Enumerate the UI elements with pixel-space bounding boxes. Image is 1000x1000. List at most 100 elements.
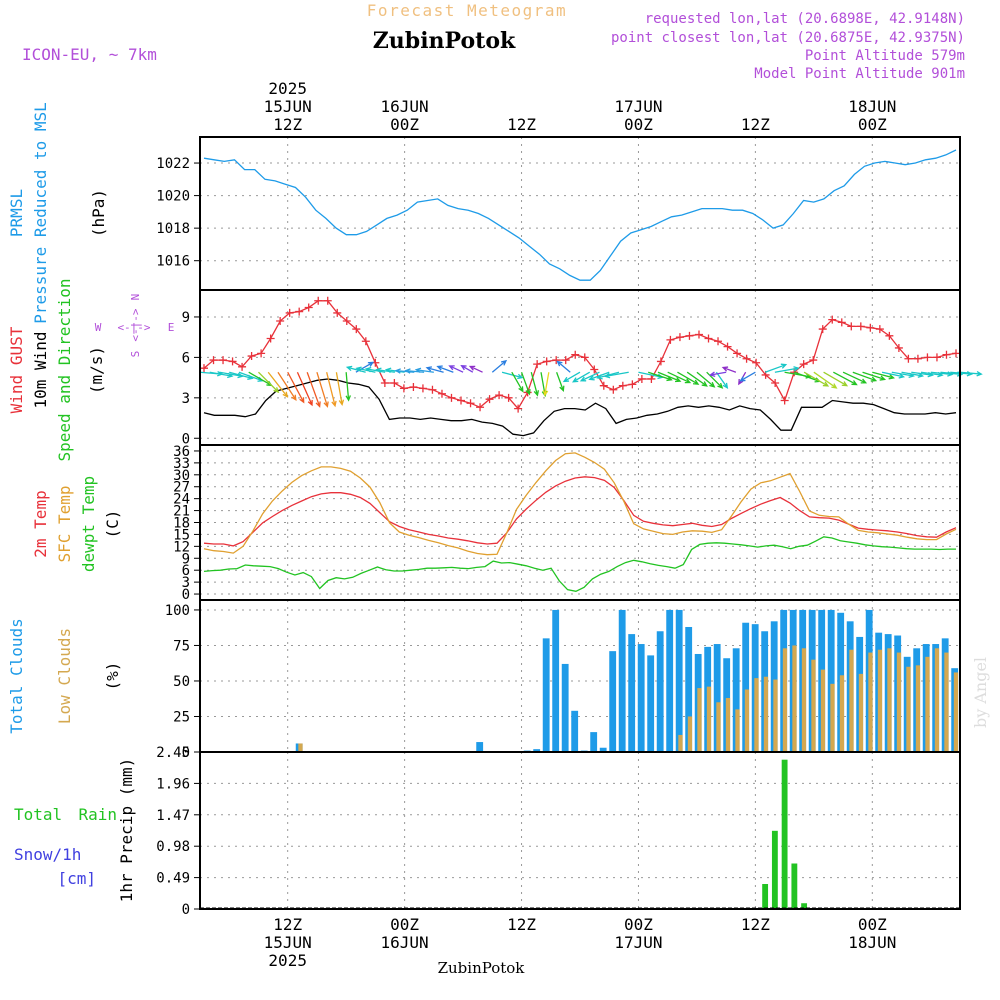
panel-label: Total <box>14 805 62 824</box>
gust-marker <box>618 381 627 390</box>
y-tick-label: 36 <box>173 444 190 460</box>
gust-marker <box>542 357 551 366</box>
gust-marker <box>276 317 285 325</box>
wind-direction-arrow <box>460 364 474 373</box>
gust-marker <box>390 379 399 387</box>
wind-direction-arrow <box>571 371 591 383</box>
wind-direction-arrow <box>833 371 858 386</box>
wind-direction-arrow <box>686 371 708 387</box>
panel-label: PRMSL <box>7 189 26 237</box>
y-tick-label: 3 <box>182 391 190 407</box>
gust-marker <box>647 374 656 383</box>
gust-marker <box>228 357 237 366</box>
wind-direction-arrow <box>511 371 524 393</box>
wind-direction-arrow <box>267 371 289 398</box>
gust-marker <box>571 350 580 359</box>
y-tick-label: 0 <box>182 587 190 603</box>
low-cloud-bar <box>716 702 721 751</box>
axis-date-label: 16JUN <box>381 933 429 952</box>
gust-marker <box>314 296 323 305</box>
gust-marker <box>904 354 913 363</box>
closest-coords: point closest lon,lat (20.6875E, 42.9375… <box>611 30 965 46</box>
y-tick-label: 0.49 <box>156 871 190 887</box>
total-cloud-bar <box>647 655 655 751</box>
panel-label: Low Clouds <box>55 628 74 724</box>
y-tick-label: 30 <box>173 468 190 484</box>
gust-marker <box>457 396 466 405</box>
y-tick-label: 1020 <box>156 189 190 205</box>
compass-ew-arrows: <-|-> <box>117 321 150 334</box>
panel-precip: 0 0.49 0.98 1.47 1.96 2.45 Total Rain Snow/1h [cm… <box>14 745 961 918</box>
series-line-sfc-temp <box>203 452 957 556</box>
gust-marker <box>742 354 751 363</box>
gust-marker <box>437 389 446 398</box>
y-tick-label: 9 <box>182 551 190 567</box>
axis-time-label: 00Z <box>390 915 419 934</box>
wind-direction-arrow <box>667 371 692 384</box>
gust-marker <box>266 334 275 343</box>
wind-direction-arrow <box>316 372 329 408</box>
total-cloud-bar <box>561 663 569 751</box>
total-cloud-bar <box>552 609 560 751</box>
precip-bar <box>771 830 778 908</box>
wind-direction-arrow <box>648 371 673 382</box>
y-tick-label: 50 <box>173 674 190 690</box>
compass-east-label: E <box>168 321 175 334</box>
low-cloud-bar <box>849 649 854 751</box>
gust-marker <box>466 399 475 408</box>
y-tick-label: 0.98 <box>156 839 190 855</box>
gust-marker <box>923 353 932 362</box>
low-cloud-bar <box>868 652 873 751</box>
panel-label: Total Clouds <box>7 618 26 734</box>
total-cloud-bar <box>609 651 617 751</box>
low-cloud-bar <box>763 676 769 751</box>
wind-direction-arrow <box>345 372 351 402</box>
total-cloud-bar <box>685 626 693 751</box>
total-cloud-bar <box>742 622 750 751</box>
y-tick-label: 27 <box>173 480 190 496</box>
gust-marker <box>847 322 856 331</box>
gust-marker <box>485 395 494 404</box>
gust-marker <box>333 308 342 317</box>
point-altitude: Point Altitude 579m <box>805 48 965 64</box>
wind-direction-arrow <box>596 371 620 380</box>
gust-marker <box>685 331 694 340</box>
gust-marker <box>514 404 523 413</box>
gust-marker <box>257 349 266 358</box>
precip-bar <box>781 759 788 908</box>
panel-label: (m/s) <box>87 346 106 394</box>
total-cloud-bar <box>618 609 626 751</box>
wind-direction-arrow <box>277 371 297 401</box>
y-tick-label: 15 <box>173 527 190 543</box>
y-tick-label: 33 <box>173 456 190 472</box>
gust-marker <box>552 356 561 365</box>
wind-direction-arrow <box>715 371 729 390</box>
low-cloud-bar <box>896 652 902 751</box>
wind-direction-arrow <box>345 365 366 373</box>
gust-marker <box>771 379 780 387</box>
wind-direction-arrow <box>842 371 868 384</box>
wind-direction-arrow <box>657 371 682 383</box>
low-cloud-bar <box>706 686 712 751</box>
low-cloud-bar <box>687 716 693 751</box>
gust-marker <box>799 360 808 369</box>
gust-marker <box>733 349 742 358</box>
gust-marker <box>380 379 389 387</box>
total-cloud-bar <box>590 732 598 751</box>
panel-label: 1hr Precip (mm) <box>117 758 136 903</box>
y-tick-label: 6 <box>182 350 190 366</box>
wind-direction-arrow <box>959 370 983 377</box>
wind-direction-arrow <box>774 366 800 373</box>
precip-bar <box>801 903 808 908</box>
gust-marker <box>913 354 922 363</box>
total-cloud-bar <box>666 609 674 751</box>
gust-marker <box>818 325 827 334</box>
gust-marker <box>637 374 646 383</box>
gust-marker <box>780 396 789 405</box>
wind-direction-arrow <box>404 368 425 374</box>
y-tick-label: 1016 <box>156 254 190 270</box>
y-tick-label: 0 <box>182 431 190 447</box>
panel-frame <box>199 136 961 291</box>
low-cloud-bar <box>925 656 930 751</box>
